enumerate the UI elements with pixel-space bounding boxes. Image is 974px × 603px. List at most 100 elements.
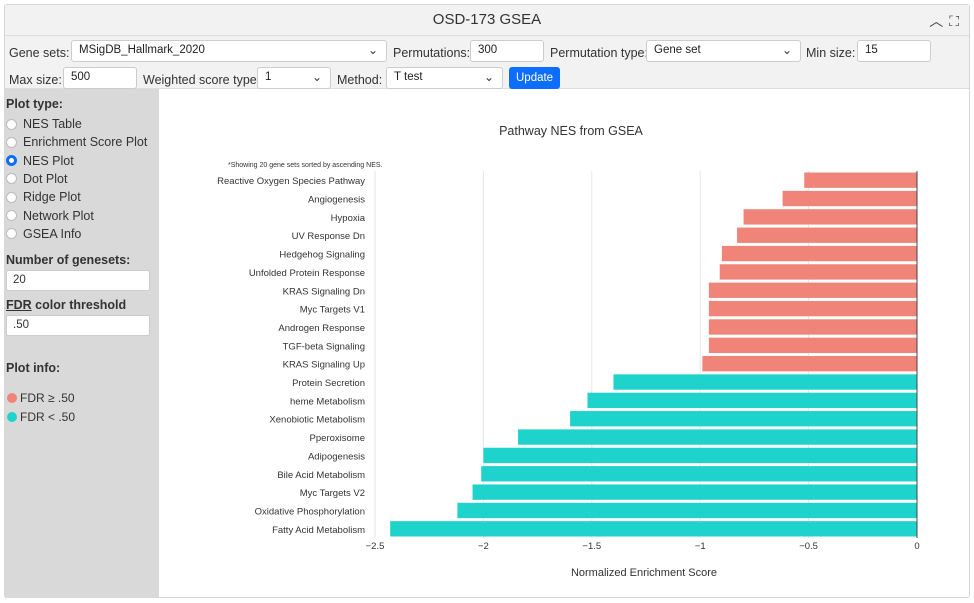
legend-fdr-high: FDR ≥ .50 xyxy=(7,391,75,405)
bar xyxy=(721,245,917,262)
plot-type-label: Enrichment Score Plot xyxy=(23,135,148,150)
gene-sets-label: Gene sets: xyxy=(9,46,70,60)
category-label: Myc Targets V2 xyxy=(300,488,365,499)
category-label: UV Response Dn xyxy=(292,231,365,242)
bar xyxy=(737,227,917,243)
gsea-panel: OSD-173 GSEA ︿ ⛶ Gene sets: MSigDB_Hallma… xyxy=(4,4,970,598)
fdr-threshold-input[interactable]: .50 xyxy=(6,315,150,336)
method-label: Method: xyxy=(337,73,383,87)
chevron-down-icon: ⌄ xyxy=(311,70,322,84)
radio-button[interactable] xyxy=(6,136,17,148)
chevron-down-icon: ⌄ xyxy=(483,70,494,84)
plot-type-option[interactable]: NES Plot xyxy=(6,153,74,169)
plot-type-option[interactable]: Enrichment Score Plot xyxy=(6,134,147,150)
bar xyxy=(708,282,917,298)
num-genesets-label: Number of genesets: xyxy=(6,253,131,267)
controls-bar: Gene sets: MSigDB_Hallmark_2020 ⌄ Permuta… xyxy=(5,36,969,89)
category-label: TGF-beta Signaling xyxy=(283,341,365,352)
chevron-down-icon: ⌄ xyxy=(367,43,378,57)
bar xyxy=(472,484,917,500)
plot-type-option[interactable]: Ridge Plot xyxy=(6,189,81,205)
plot-type-label: Network Plot xyxy=(23,208,94,223)
x-tick-label: −2 xyxy=(478,541,489,552)
gene-sets-select[interactable]: MSigDB_Hallmark_2020 ⌄ xyxy=(71,40,387,62)
x-tick-label: −1 xyxy=(695,541,706,552)
permutations-input[interactable]: 300 xyxy=(470,40,544,62)
category-label: KRAS Signaling Dn xyxy=(283,286,365,297)
category-label: Pperoxisome xyxy=(310,433,365,444)
category-label: Hypoxia xyxy=(331,213,366,224)
bar xyxy=(457,502,917,519)
plot-type-option[interactable]: Dot Plot xyxy=(6,171,67,187)
category-label: heme Metabolism xyxy=(290,396,365,407)
fullscreen-icon[interactable]: ⛶ xyxy=(949,13,959,29)
bar xyxy=(719,264,917,280)
method-select[interactable]: T test ⌄ xyxy=(386,67,503,89)
radio-button[interactable] xyxy=(6,118,17,130)
bar xyxy=(708,319,917,335)
legend-swatch xyxy=(7,412,17,422)
title-bar: OSD-173 GSEA ︿ ⛶ xyxy=(5,5,969,36)
bar xyxy=(708,300,917,317)
bar xyxy=(483,447,917,464)
plot-type-option[interactable]: NES Table xyxy=(6,116,82,132)
radio-button[interactable] xyxy=(6,191,17,203)
x-axis-label: Normalized Enrichment Score xyxy=(571,567,717,579)
category-label: Oxidative Phosphorylation xyxy=(255,506,365,517)
bar xyxy=(804,172,917,188)
bar xyxy=(587,392,917,409)
chart-title: Pathway NES from GSEA xyxy=(499,124,643,138)
category-label: Androgen Response xyxy=(278,323,365,334)
plot-type-label: Ridge Plot xyxy=(23,190,81,205)
max-size-input[interactable]: 500 xyxy=(63,67,137,89)
bar xyxy=(708,337,917,353)
category-label: KRAS Signaling Up xyxy=(283,360,365,371)
fdr-abbr: FDR xyxy=(6,298,32,312)
permutation-type-select[interactable]: Gene set ⌄ xyxy=(646,40,801,62)
radio-button[interactable] xyxy=(6,155,17,167)
bar xyxy=(613,374,917,390)
legend-fdr-low: FDR < .50 xyxy=(7,410,75,424)
category-label: Bile Acid Metabolism xyxy=(277,470,365,481)
permutations-label: Permutations: xyxy=(393,46,471,60)
legend-swatch xyxy=(7,393,17,403)
category-label: Adipogenesis xyxy=(308,451,365,462)
collapse-icon[interactable]: ︿ xyxy=(929,13,944,29)
min-size-input[interactable]: 15 xyxy=(857,40,931,62)
plot-type-option[interactable]: GSEA Info xyxy=(6,226,81,242)
weighted-score-label: Weighted score type: xyxy=(143,73,261,87)
fdr-threshold-label: FDR color threshold xyxy=(6,298,127,312)
plot-type-option[interactable]: Network Plot xyxy=(6,208,94,224)
window-title: OSD-173 GSEA xyxy=(432,11,542,28)
plot-type-label: Dot Plot xyxy=(23,171,68,186)
num-genesets-input[interactable]: 20 xyxy=(6,270,150,291)
bar xyxy=(390,521,917,537)
plot-type-label: NES Table xyxy=(23,117,82,131)
bar xyxy=(481,466,917,482)
x-tick-label: −0.5 xyxy=(799,541,818,552)
category-label: Xenobiotic Metabolism xyxy=(269,415,365,426)
weighted-score-select[interactable]: 1 ⌄ xyxy=(257,67,331,89)
plot-type-heading: Plot type: xyxy=(6,97,63,111)
category-label: Fatty Acid Metabolism xyxy=(272,525,365,536)
plot-info-heading: Plot info: xyxy=(6,361,61,375)
category-label: Protein Secretion xyxy=(292,378,365,389)
sidebar: Plot type: NES Table Enrichment Score Plo… xyxy=(5,89,159,598)
category-label: Reactive Oxygen Species Pathway xyxy=(217,176,365,187)
bar xyxy=(782,190,917,207)
bar xyxy=(518,429,917,445)
bar xyxy=(702,356,917,372)
nes-bar-chart: Reactive Oxygen Species Pathway Angiogene… xyxy=(217,124,920,579)
bar xyxy=(743,209,917,225)
min-size-label: Min size: xyxy=(806,46,856,60)
chevron-down-icon: ⌄ xyxy=(781,43,792,57)
radio-button[interactable] xyxy=(6,173,17,185)
x-tick-label: 0 xyxy=(914,541,919,552)
category-label: Unfolded Protein Response xyxy=(249,268,365,279)
nes-chart: Reactive Oxygen Species Pathway Angiogene… xyxy=(160,89,969,598)
update-button[interactable]: Update xyxy=(509,67,561,89)
category-label: Hedgehog Signaling xyxy=(279,250,365,261)
radio-button[interactable] xyxy=(6,228,17,240)
radio-button[interactable] xyxy=(6,210,17,221)
chart-subtitle: *Showing 20 gene sets sorted by ascendin… xyxy=(228,162,383,169)
